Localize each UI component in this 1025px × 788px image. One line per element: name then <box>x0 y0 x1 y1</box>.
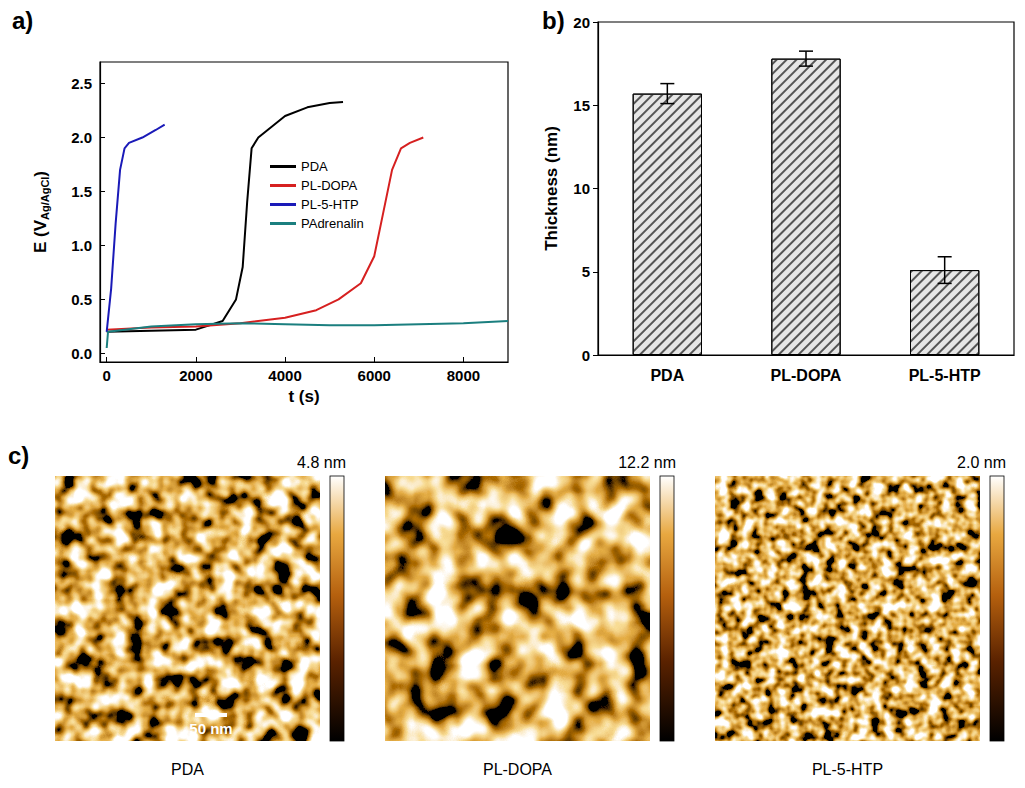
svg-text:PDA: PDA <box>650 367 684 384</box>
svg-text:2000: 2000 <box>179 367 212 384</box>
svg-text:4000: 4000 <box>268 367 301 384</box>
svg-text:PL-DOPA: PL-DOPA <box>301 178 357 193</box>
svg-text:12.2 nm: 12.2 nm <box>618 454 676 471</box>
svg-text:10: 10 <box>573 180 590 197</box>
svg-text:c): c) <box>8 442 29 469</box>
svg-text:t (s): t (s) <box>288 387 319 406</box>
svg-text:15: 15 <box>573 97 590 114</box>
svg-text:Ag/AgCl: Ag/AgCl <box>39 177 51 220</box>
svg-text:PDA: PDA <box>171 761 204 778</box>
svg-text:0.5: 0.5 <box>71 291 92 308</box>
svg-text:1.5: 1.5 <box>71 183 92 200</box>
svg-text:2.0: 2.0 <box>71 129 92 146</box>
svg-text:20: 20 <box>573 14 590 31</box>
svg-text:50 nm: 50 nm <box>189 720 232 737</box>
svg-text:4.8 nm: 4.8 nm <box>297 454 346 471</box>
svg-text:0.0: 0.0 <box>71 345 92 362</box>
svg-text:PL-DOPA: PL-DOPA <box>771 367 842 384</box>
svg-text:8000: 8000 <box>447 367 480 384</box>
svg-text:0: 0 <box>103 367 111 384</box>
svg-text:0: 0 <box>582 347 590 364</box>
svg-text:PL-5-HTP: PL-5-HTP <box>909 367 981 384</box>
svg-text:PDA: PDA <box>301 159 328 174</box>
svg-text:2.5: 2.5 <box>71 75 92 92</box>
svg-text:PAdrenalin: PAdrenalin <box>301 216 364 231</box>
svg-text:5: 5 <box>582 263 590 280</box>
svg-text:PL-DOPA: PL-DOPA <box>483 761 552 778</box>
svg-text:1.0: 1.0 <box>71 237 92 254</box>
svg-text:): ) <box>31 171 50 177</box>
svg-text:PL-5-HTP: PL-5-HTP <box>301 197 359 212</box>
svg-text:b): b) <box>542 7 565 34</box>
svg-text:a): a) <box>12 7 33 34</box>
svg-text:Thickness (nm): Thickness (nm) <box>542 126 561 251</box>
svg-text:E (V: E (V <box>31 219 50 253</box>
svg-text:6000: 6000 <box>358 367 391 384</box>
svg-text:PL-5-HTP: PL-5-HTP <box>812 761 883 778</box>
svg-text:2.0 nm: 2.0 nm <box>957 454 1006 471</box>
